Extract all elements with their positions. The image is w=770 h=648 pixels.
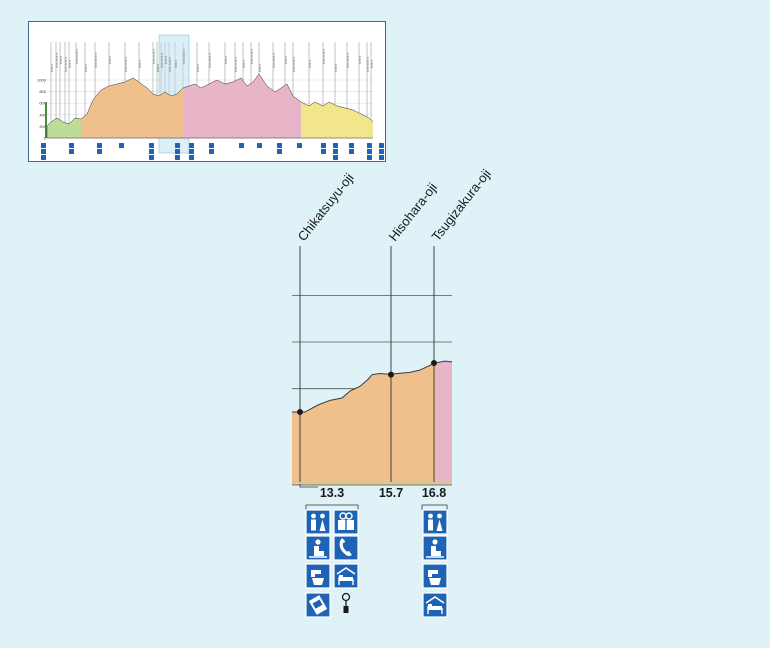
overview-facility-icon	[41, 143, 46, 148]
overview-facility-icon	[349, 149, 354, 154]
profile-section-a	[292, 363, 435, 482]
overview-segment-3	[183, 74, 301, 138]
phone-icon	[333, 535, 359, 561]
overview-tick-label: 1000	[37, 78, 47, 83]
overview-facility-icon	[149, 149, 154, 154]
overview-facility-icon	[175, 155, 180, 160]
overview-facility-icon	[189, 155, 194, 160]
lodging-bed	[339, 577, 353, 581]
overview-facility-icon	[41, 149, 46, 154]
profile-ground	[292, 482, 452, 485]
overview-tick-label: 400	[39, 112, 46, 117]
overview-scale-bar	[45, 102, 47, 138]
stop-marker	[297, 409, 303, 416]
overview-facility-icon	[379, 143, 384, 148]
overview-facility-icon	[69, 143, 74, 148]
overview-facility-icon	[277, 149, 282, 154]
overview-tick-label: 600	[39, 101, 46, 106]
toilet-figure	[428, 513, 433, 519]
overview-facility-icon	[367, 155, 372, 160]
lodging-bed	[428, 606, 442, 610]
overview-facility-icon	[333, 155, 338, 160]
overview-facility-icon	[333, 143, 338, 148]
overview-facility-icon	[97, 143, 102, 148]
lodging-roof	[425, 596, 445, 604]
vending-label	[312, 599, 323, 609]
overview-facility-icon	[333, 149, 338, 154]
overview-facility-icon	[175, 149, 180, 154]
stop-name-label: Tsugizakura-oji	[429, 166, 494, 244]
overview-facility-icon	[379, 149, 384, 154]
overview-facility-icon	[239, 143, 244, 148]
stop-name-label: Chikatsuyu-oji	[295, 170, 357, 244]
overview-facility-icon	[209, 149, 214, 154]
icon-group-bracket	[421, 504, 448, 510]
overview-facility-icon	[379, 155, 384, 160]
rest-figure	[432, 539, 438, 545]
toilet-figure	[437, 513, 442, 519]
overview-facility-icon	[209, 143, 214, 148]
toilet-icon	[422, 509, 448, 535]
overview-tick-label: 800	[39, 89, 46, 94]
toilet-figure	[319, 519, 326, 531]
overview-profile-line	[46, 73, 374, 138]
stop-marker	[431, 360, 437, 367]
profile-section-b	[435, 361, 452, 482]
overview-tick-label: 200	[39, 124, 46, 129]
bus-stop-base	[343, 606, 349, 613]
rest-figure	[315, 539, 321, 545]
overview-facility-icon	[257, 143, 262, 148]
toilet-figure	[436, 519, 443, 531]
overview-facility-icon	[189, 143, 194, 148]
overview-facility-icon	[367, 149, 372, 154]
souvenir-bow	[345, 512, 353, 520]
toilet-figure	[311, 513, 316, 519]
toilet-figure	[320, 513, 325, 519]
water-tap	[428, 570, 438, 577]
distance-label: 13.3	[320, 486, 344, 500]
overview-segment-2	[81, 78, 183, 138]
toilet-figure	[311, 519, 316, 531]
overview-facility-icon	[69, 149, 74, 154]
overview-facility-icon	[367, 143, 372, 148]
lodging-pillow	[428, 604, 432, 607]
rest-figure	[314, 546, 324, 556]
water-tap	[311, 570, 321, 577]
water-cup	[312, 578, 324, 585]
overview-facility-icon	[349, 143, 354, 148]
phone-handset	[339, 538, 352, 556]
icon-group-bracket	[305, 504, 359, 510]
route-overview-map: 1000 800 600 400 200 0	[28, 21, 386, 162]
toilet-icon	[305, 509, 331, 535]
overview-facility-icon	[189, 149, 194, 154]
overview-facility-icon	[41, 155, 46, 160]
overview-facility-icon	[321, 149, 326, 154]
overview-facility-icon	[149, 155, 154, 160]
bus-stop-icon	[341, 592, 351, 602]
distance-labels: 13.3 15.7 16.8	[299, 484, 446, 500]
overview-facility-icon	[97, 149, 102, 154]
distance-label: 15.7	[379, 486, 403, 500]
stop-marker	[388, 371, 394, 378]
overview-segment-1	[47, 118, 81, 138]
distance-bracket	[299, 484, 318, 488]
overview-facility-icon	[321, 143, 326, 148]
profile-line	[292, 360, 453, 413]
water-cup	[429, 578, 441, 585]
lodging-roof	[336, 567, 356, 575]
distance-label: 16.8	[422, 486, 446, 500]
facility-icons	[305, 504, 448, 618]
overview-facility-icon	[119, 143, 124, 148]
overview-facility-icon	[297, 143, 302, 148]
elevation-profile	[292, 360, 453, 486]
overview-facility-icon	[149, 143, 154, 148]
toilet-figure	[428, 519, 433, 531]
overview-facility-icon	[175, 143, 180, 148]
lodging-pillow	[339, 575, 343, 578]
overview-facility-icon	[277, 143, 282, 148]
rest-figure	[431, 546, 441, 556]
